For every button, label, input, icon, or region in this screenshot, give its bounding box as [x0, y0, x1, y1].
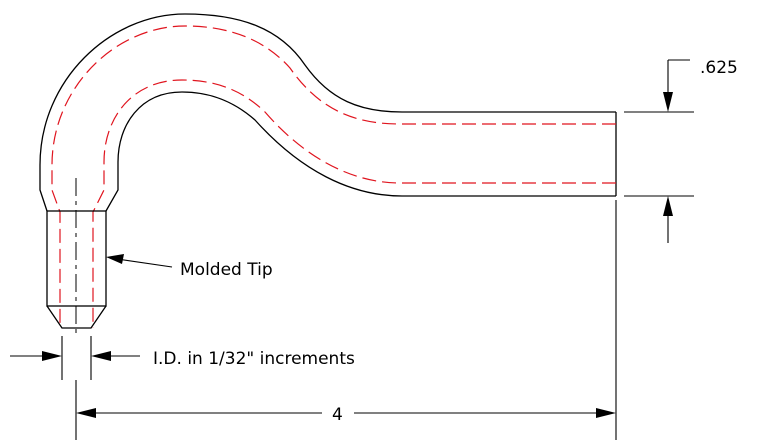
- thickness-label: .625: [700, 58, 738, 78]
- length-dim-arrow-left: [76, 408, 96, 418]
- id-dim-arrow-right: [91, 351, 111, 361]
- id-dim-arrow-left: [42, 351, 62, 361]
- thickness-arrow-bottom: [663, 196, 673, 216]
- length-label: 4: [332, 405, 343, 425]
- bore-hidden-line-inner: [92, 79, 616, 328]
- molded-tip-label: Molded Tip: [180, 260, 273, 280]
- length-dim-arrow-right: [596, 408, 616, 418]
- molded-tip-leader-arrow: [106, 254, 124, 264]
- bore-hidden-line-outer: [51, 25, 616, 328]
- tube-outer-outline: [39, 13, 616, 212]
- thickness-arrow-top: [663, 92, 673, 112]
- tube-inner-outline: [105, 91, 616, 212]
- molded-tip-chamfer: [46, 305, 107, 329]
- id-label: I.D. in 1/32" increments: [153, 349, 355, 369]
